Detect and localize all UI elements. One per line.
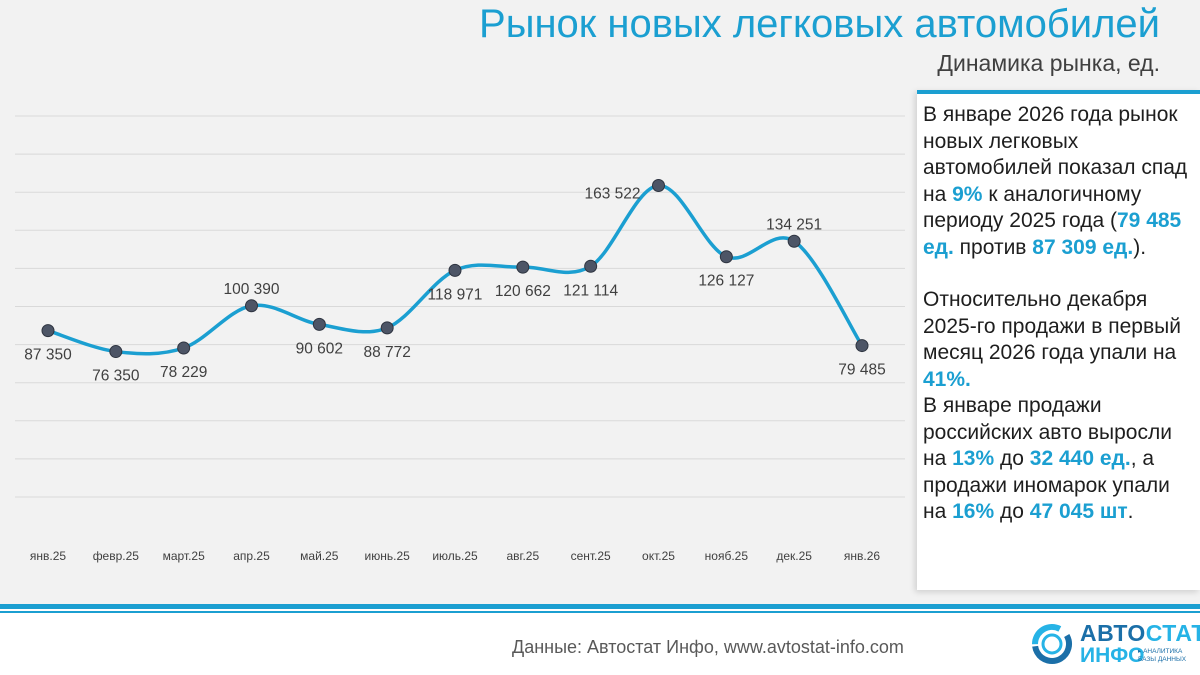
data-label: 79 485 (838, 362, 885, 379)
x-tick-label: янв.26 (844, 549, 881, 563)
data-point (245, 299, 258, 313)
logo-ring-icon (1032, 624, 1072, 664)
page-title: Рынок новых легковых автомобилей (479, 2, 1160, 46)
footer-divider (0, 604, 1200, 609)
logo-wordmark: АВТОСТАТ (1080, 620, 1200, 646)
data-point (380, 321, 394, 335)
x-tick-label: сент.25 (571, 549, 611, 563)
data-point (787, 234, 801, 248)
data-point (584, 259, 598, 273)
data-label: 134 251 (766, 216, 822, 233)
x-tick-label: нояб.25 (705, 549, 749, 563)
x-tick-label: февр.25 (93, 549, 140, 563)
data-label: 118 971 (428, 286, 483, 303)
data-point (41, 324, 55, 338)
x-tick-label: янв.25 (30, 549, 67, 563)
x-tick-label: апр.25 (233, 549, 270, 563)
data-point (719, 250, 733, 264)
data-point (448, 263, 462, 277)
highlight-russian-units: 32 440 ед. (1029, 447, 1131, 470)
data-label: 100 390 (223, 281, 279, 298)
x-tick-label: июль.25 (432, 549, 478, 563)
data-point (855, 339, 869, 353)
x-tick-label: июнь.25 (365, 549, 411, 563)
page-subtitle: Динамика рынка, ед. (937, 50, 1160, 76)
highlight-russian-growth: 13% (952, 447, 995, 470)
info-text: В январе 2026 года рынок новых легковых … (923, 102, 1191, 526)
data-label: 88 772 (363, 344, 410, 361)
data-label: 120 662 (495, 283, 551, 300)
highlight-jan-2026-units: 79 485 ед. (923, 209, 1182, 259)
info-paragraph-3: В январе продажи российских авто выросли… (923, 394, 1172, 523)
info-paragraph-2: Относительно декабря 2025-го продажи в п… (923, 288, 1181, 391)
data-label: 76 350 (92, 368, 140, 385)
data-source: Данные: Автостат Инфо, www.avtostat-info… (512, 637, 904, 657)
highlight-foreign-decline: 16% (952, 500, 995, 523)
logo-info-text: ИНФО (1080, 644, 1145, 667)
highlight-decline-percent: 9% (952, 182, 983, 206)
data-label: 163 522 (584, 185, 640, 202)
data-label: 126 127 (698, 273, 754, 290)
footer-divider-thin (0, 611, 1200, 613)
footer (0, 604, 1200, 675)
data-point (177, 341, 191, 355)
avtostat-logo: АВТОСТАТ ИНФО ▸ АНАЛИТИКА БАЗЫ ДАННЫХ (1030, 620, 1200, 668)
data-label: 121 114 (563, 282, 618, 299)
data-point (516, 260, 530, 274)
data-label: 78 229 (160, 364, 207, 381)
data-point (312, 317, 326, 331)
logo-tagline: ▸ АНАЛИТИКА БАЗЫ ДАННЫХ (1138, 648, 1187, 663)
x-tick-label: дек.25 (776, 549, 812, 563)
data-label: 87 350 (24, 347, 72, 364)
x-tick-label: окт.25 (642, 549, 675, 563)
x-tick-label: май.25 (300, 549, 339, 563)
x-tick-label: март.25 (163, 549, 206, 563)
info-panel: В январе 2026 года рынок новых легковых … (917, 90, 1200, 590)
data-label: 90 602 (296, 340, 343, 357)
line-chart: янв.25 февр.25 март.25 апр.25 май.25 июнь.25 и… (15, 115, 905, 563)
highlight-foreign-units: 47 045 шт (1029, 500, 1128, 523)
highlight-jan-2025-units: 87 309 ед. (1032, 235, 1134, 259)
highlight-mom-decline: 41%. (923, 367, 971, 391)
chart-area: янв.25 февр.25 март.25 апр.25 май.25 июнь.25 и… (0, 100, 905, 570)
info-paragraph-1: В январе 2026 года рынок новых легковых … (923, 103, 1188, 259)
data-point (109, 345, 123, 359)
x-tick-label: авг.25 (507, 549, 540, 563)
data-point (652, 178, 665, 192)
